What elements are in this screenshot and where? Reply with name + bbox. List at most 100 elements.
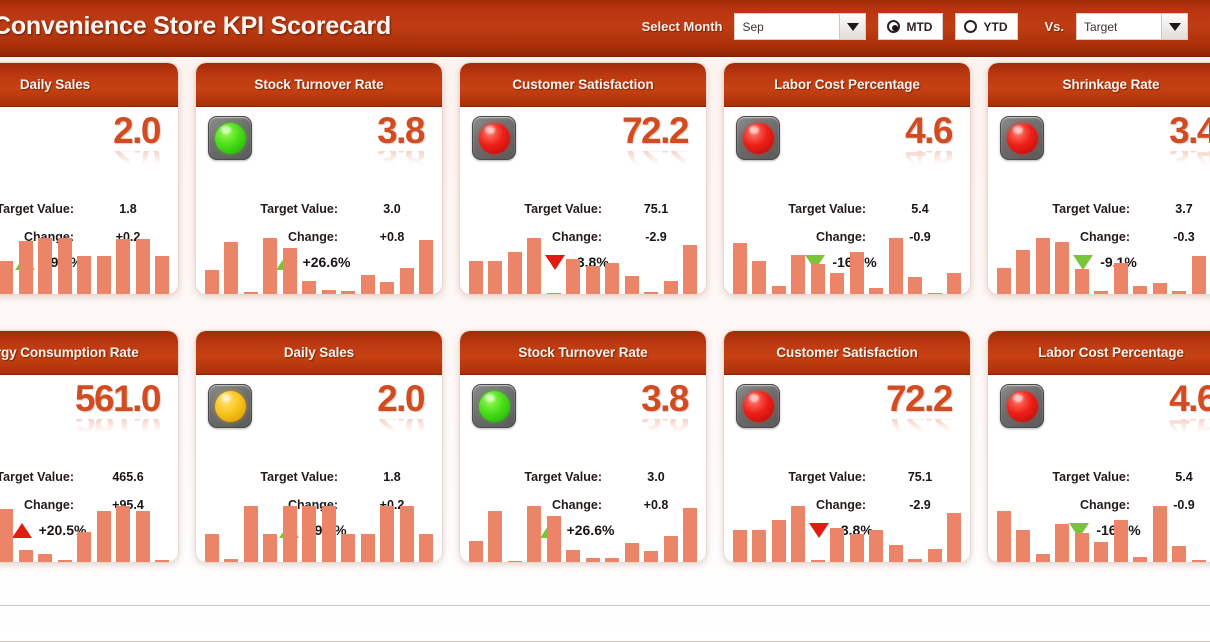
sparkline-bar (1016, 250, 1031, 294)
change-label: Change: (24, 498, 74, 512)
sparkline-bar (830, 273, 845, 294)
divider-line (0, 605, 1210, 606)
comparison-dropdown[interactable]: Target (1076, 13, 1188, 40)
kpi-actual-value: 72.2 (885, 378, 954, 419)
change-row: Change: +0.8 (206, 230, 428, 244)
sparkline-bar (321, 506, 336, 562)
radio-icon-ytd[interactable] (964, 20, 978, 33)
sparkline-bar (154, 560, 169, 562)
kpi-card-customer-satisfaction[interactable]: Customer Satisfaction 72.272.2 Target Valu… (459, 62, 707, 295)
sparkline-bar (1074, 269, 1089, 294)
kpi-value-block: 3.43.4 (1169, 110, 1210, 167)
change-label: Change: (1080, 498, 1130, 512)
sparkline-bar (418, 240, 433, 294)
kpi-card-header: Daily Sales (0, 63, 178, 107)
kpi-value-reflection: 2.0 (113, 151, 160, 166)
sparkline-bar (243, 292, 258, 294)
sparkline-bar (1094, 542, 1109, 562)
target-value-label: Target Value: (1052, 202, 1130, 216)
traffic-light-amber-icon (208, 384, 252, 428)
sparkline-bar (644, 551, 659, 562)
traffic-light-red-icon (736, 116, 780, 160)
sparkline-bar (682, 508, 697, 562)
sparkline-bar (752, 261, 767, 294)
kpi-card-shrinkage-rate[interactable]: Shrinkage Rate 3.43.4 Target Value: 3.7 Chan… (987, 62, 1210, 295)
target-value-label: Target Value: (788, 470, 866, 484)
sparkline-bar (205, 534, 219, 562)
kpi-value-reflection: 561.0 (75, 419, 160, 434)
ytd-radio-option[interactable]: YTD (955, 13, 1019, 40)
app-header: Convenience Store KPI Scorecard Select M… (0, 0, 1210, 57)
kpi-card-customer-satisfaction[interactable]: Customer Satisfaction 72.272.2 Target Valu… (723, 330, 971, 563)
sparkline-bar (1035, 238, 1050, 294)
comparison-dropdown-value: Target (1084, 19, 1118, 34)
sparkline-bar (810, 264, 825, 294)
sparkline-bar (1172, 546, 1187, 562)
kpi-card-header: Labor Cost Percentage (724, 63, 970, 107)
sparkline-bar (321, 290, 336, 294)
change-row: Change: +0.8 (470, 498, 692, 512)
change-value: +0.8 (643, 498, 669, 512)
kpi-card-energy-consumption-rate[interactable]: Energy Consumption Rate 561.0561.0 Target … (0, 330, 179, 563)
kpi-title: Customer Satisfaction (776, 345, 918, 360)
sparkline-bar (0, 509, 14, 562)
sparkline-bar (1094, 291, 1109, 294)
kpi-actual-value: 561.0 (74, 378, 162, 419)
sparkline-bar (135, 239, 150, 294)
kpi-title: Daily Sales (19, 77, 91, 92)
kpi-card-labor-cost-percentage[interactable]: Labor Cost Percentage 4.64.6 Target Value:… (987, 330, 1210, 563)
mtd-radio-option[interactable]: MTD (878, 13, 944, 40)
sparkline-bar (302, 281, 317, 294)
kpi-actual-value: 3.4 (1169, 110, 1210, 151)
delta-row: +20.5% (0, 522, 166, 538)
sparkline-bar (507, 561, 522, 562)
month-dropdown[interactable]: Sep (734, 13, 867, 40)
sparkline-bar (927, 293, 942, 294)
kpi-actual-value: 2.0 (377, 378, 425, 419)
sparkline-chart (997, 500, 1210, 562)
status-indicator-bulb (478, 122, 510, 154)
sparkline-bar (154, 256, 169, 294)
target-value: 3.0 (383, 202, 401, 216)
target-value-label: Target Value: (260, 470, 338, 484)
sparkline-chart (733, 232, 961, 294)
change-row: Change: -2.9 (470, 230, 692, 244)
sparkline-bar (282, 248, 297, 294)
kpi-value-reflection: 3.4 (1169, 151, 1210, 166)
kpi-card-labor-cost-percentage[interactable]: Labor Cost Percentage 4.64.6 Target Value:… (723, 62, 971, 295)
trend-arrow-down-icon (1073, 254, 1094, 270)
sparkline-bar (908, 559, 923, 562)
sparkline-bar (135, 511, 150, 562)
target-value: 5.4 (1175, 470, 1193, 484)
target-value-label: Target Value: (1052, 470, 1130, 484)
page-title: Convenience Store KPI Scorecard (0, 12, 392, 40)
kpi-value-block: 4.64.6 (905, 111, 953, 167)
sparkline-bar (57, 238, 72, 294)
change-value: -0.3 (1173, 230, 1195, 244)
target-value: 75.1 (643, 202, 669, 216)
radio-icon-mtd[interactable] (887, 20, 901, 33)
sparkline-bar (1113, 520, 1128, 562)
chevron-down-icon[interactable] (1161, 14, 1187, 39)
kpi-card-header: Energy Consumption Rate (0, 331, 178, 375)
delta-percentage: +20.5% (38, 522, 87, 538)
chevron-down-icon[interactable] (839, 14, 866, 39)
change-label: Change: (552, 498, 602, 512)
sparkline-bar (997, 511, 1011, 562)
sparkline-chart (0, 232, 169, 294)
traffic-light-green-icon (472, 384, 516, 428)
status-indicator-bulb (742, 390, 774, 422)
sparkline-bar (888, 238, 903, 294)
sparkline-bar (282, 506, 297, 562)
kpi-title: Daily Sales (283, 345, 355, 360)
